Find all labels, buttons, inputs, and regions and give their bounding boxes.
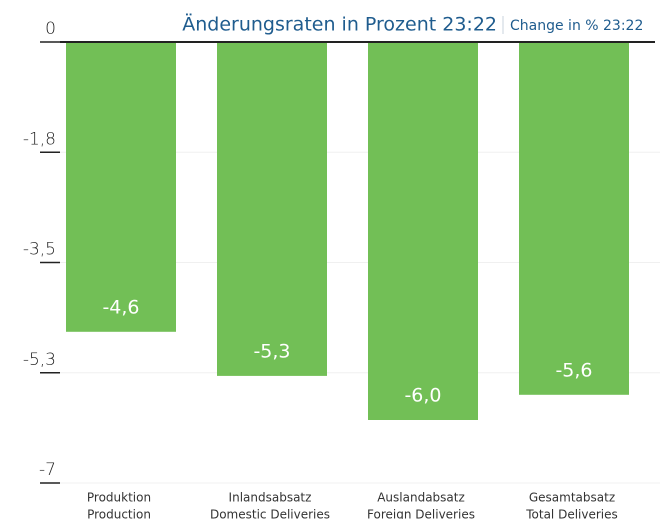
bar	[519, 42, 629, 395]
bar	[66, 42, 176, 332]
y-tick-label: -3,5	[23, 240, 56, 260]
bar	[217, 42, 327, 376]
y-tick-label: 0	[45, 19, 56, 39]
value-label: -4,6	[102, 296, 139, 318]
x-tick-label: Inlandsabsatz	[229, 491, 312, 505]
chart-subtitle: Change in % 23:22	[510, 18, 643, 34]
bar	[368, 42, 478, 420]
y-tick-label: -5,3	[23, 350, 56, 370]
x-tick-label: Auslandabsatz	[377, 491, 465, 505]
value-label: -5,6	[555, 359, 592, 381]
y-tick-label: -7	[39, 460, 56, 480]
x-tick-label: Produktion	[87, 491, 151, 505]
x-tick-label-en: Production	[87, 508, 151, 519]
x-tick-label: Gesamtabsatz	[529, 491, 615, 505]
value-label: -6,0	[404, 385, 441, 407]
x-tick-label-en: Domestic Deliveries	[210, 508, 330, 519]
x-tick-label-en: Foreign Deliveries	[367, 508, 475, 519]
x-tick-label-en: Total Deliveries	[525, 508, 618, 519]
value-label: -5,3	[253, 340, 290, 362]
y-tick-label: -1,8	[23, 129, 56, 149]
chart-title: Änderungsraten in Prozent 23:22	[182, 13, 497, 36]
